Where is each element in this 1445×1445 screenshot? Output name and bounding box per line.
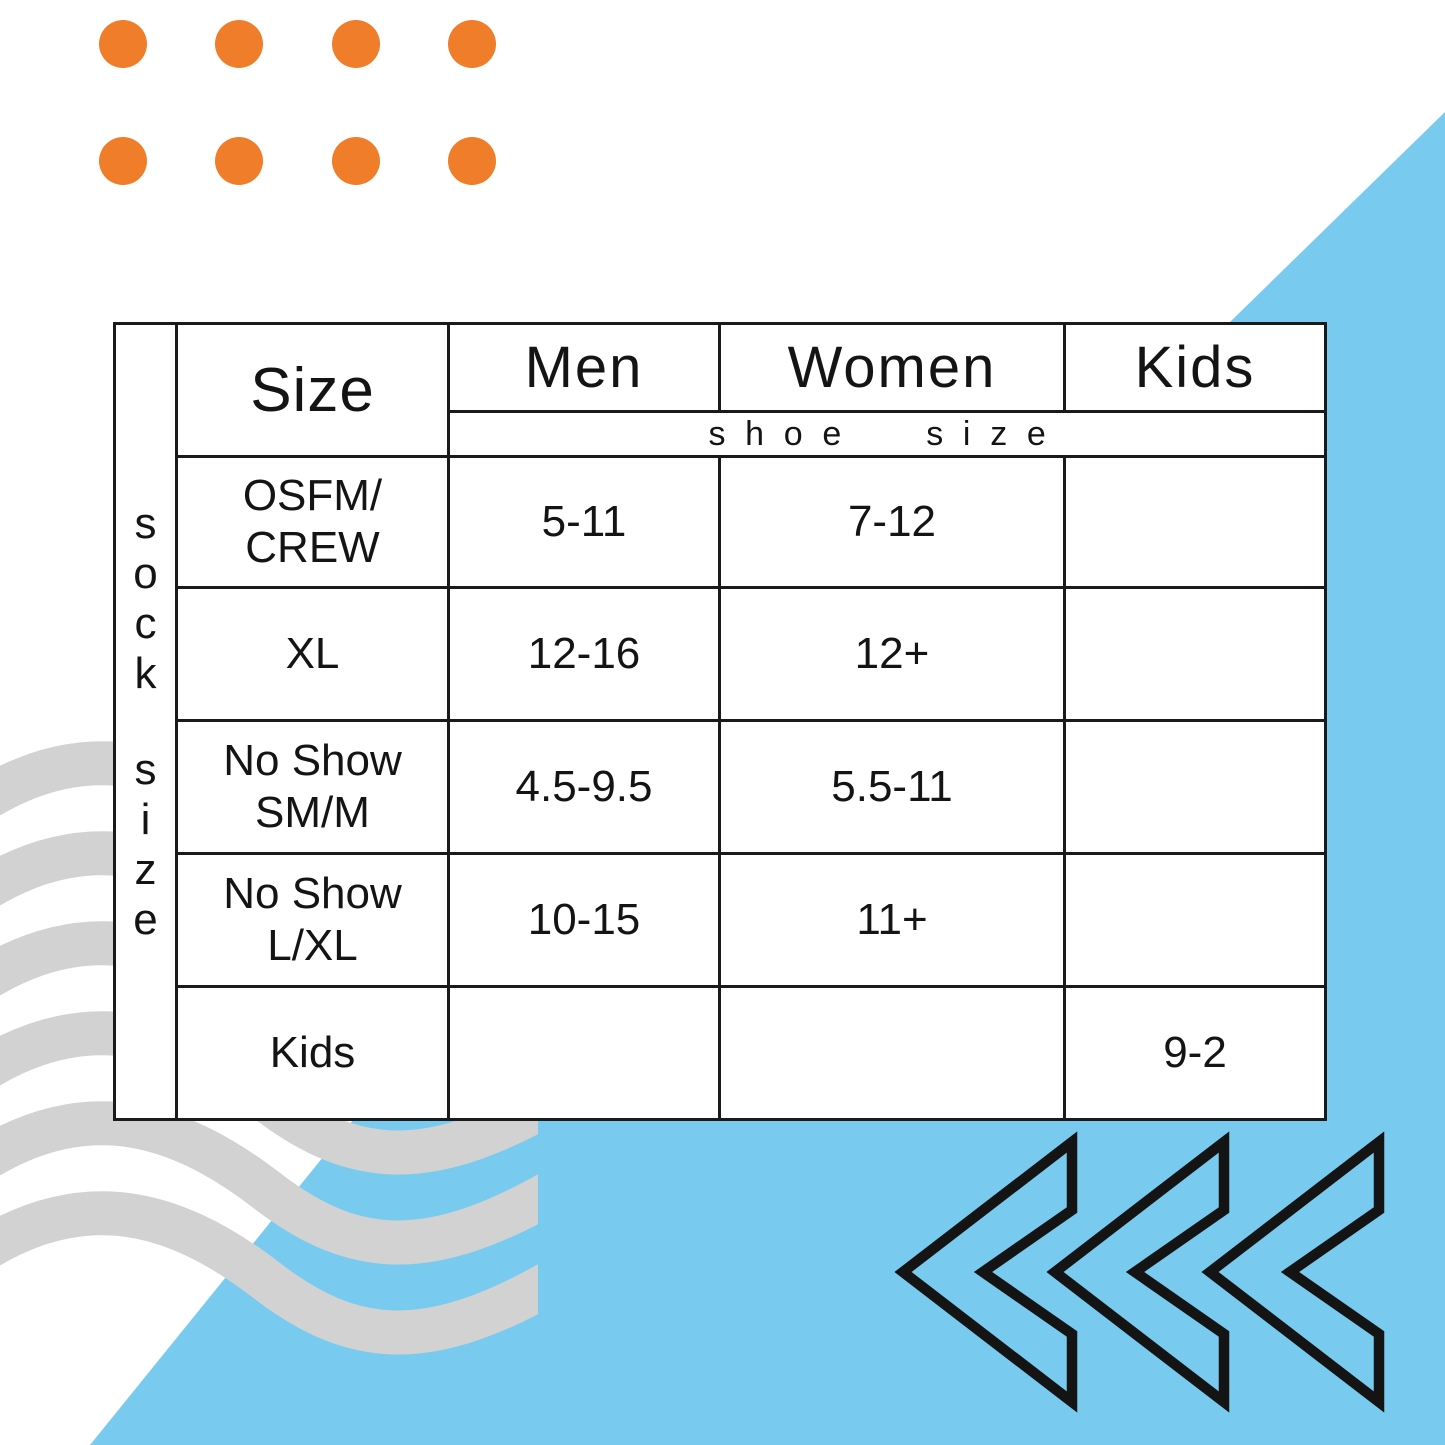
side-label-word-size: size [133,744,158,944]
cell-women-noshow-smm: 5.5-11 [718,719,1066,855]
wave-line-icon [0,1101,538,1265]
cell-kids-xl [1063,586,1327,722]
column-header-kids: Kids [1063,322,1327,413]
chevron-left-icon [1201,1131,1385,1413]
cell-kids-osfm [1063,455,1327,589]
subheader-shoe-size: shoe size [447,410,1327,458]
chevron-left-icon [1046,1131,1230,1413]
table-row: No Show L/XL 10-15 11+ [115,852,1327,988]
cell-men-xl: 12-16 [447,586,721,722]
column-header-women: Women [718,322,1066,413]
cell-men-noshow-smm: 4.5-9.5 [447,719,721,855]
dot-icon [99,137,147,185]
dots-grid-icon [99,20,496,185]
dot-icon [448,137,496,185]
cell-kids-kids: 9-2 [1063,985,1327,1121]
row-label-noshow-lxl: No Show L/XL [175,852,450,988]
chevron-left-icon [894,1131,1078,1413]
row-label-kids: Kids [175,985,450,1121]
table-row: OSFM/ CREW 5-11 7-12 [115,455,1327,589]
dot-icon [332,137,380,185]
column-header-men: Men [447,322,721,413]
cell-men-noshow-lxl: 10-15 [447,852,721,988]
row-axis-label-sock-size: sock size [113,322,178,1121]
cell-kids-noshow-smm [1063,719,1327,855]
cell-men-osfm: 5-11 [447,455,721,589]
chevrons-left-icon [894,1131,1385,1413]
size-chart-table: sock size Size Men Women Kids shoe size … [113,322,1327,1121]
table-row: XL 12-16 12+ [115,586,1327,722]
column-header-size: Size [175,322,450,458]
row-label-osfm-crew: OSFM/ CREW [175,455,450,589]
cell-women-osfm: 7-12 [718,455,1066,589]
dot-icon [215,20,263,68]
dot-icon [448,20,496,68]
size-chart: sock size Size Men Women Kids shoe size … [113,322,1327,1121]
dot-icon [99,20,147,68]
cell-men-kids [447,985,721,1121]
cell-women-kids [718,985,1066,1121]
cell-women-xl: 12+ [718,586,1066,722]
cell-women-noshow-lxl: 11+ [718,852,1066,988]
wave-line-icon [0,1191,538,1355]
dot-icon [215,137,263,185]
cell-kids-noshow-lxl [1063,852,1327,988]
row-label-noshow-smm: No Show SM/M [175,719,450,855]
dot-icon [332,20,380,68]
table-row: No Show SM/M 4.5-9.5 5.5-11 [115,719,1327,855]
row-label-xl: XL [175,586,450,722]
table-row: Kids 9-2 [115,985,1327,1121]
side-label-word-sock: sock [133,498,158,698]
